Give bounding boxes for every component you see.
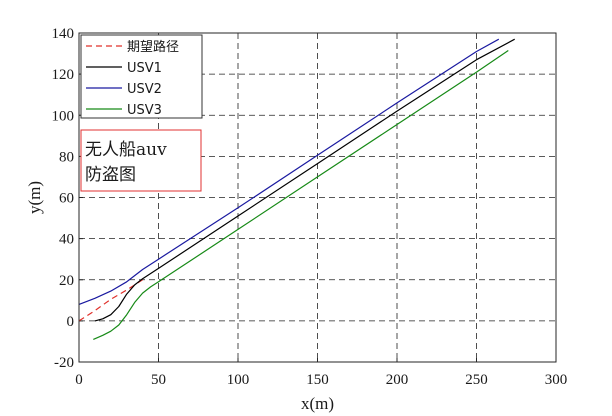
legend-label-2: USV2	[127, 82, 162, 97]
x-tick-label: 300	[545, 372, 568, 388]
annotation-line-2: 防盗图	[85, 165, 136, 185]
y-axis-title: y(m)	[25, 181, 44, 214]
y-tick-label: 140	[52, 26, 75, 42]
series-layer	[78, 38, 515, 340]
x-tick-label: 0	[75, 372, 83, 388]
x-tick-label: 250	[465, 372, 488, 388]
x-tick-label: 50	[151, 372, 166, 388]
series-line-3	[93, 50, 509, 340]
y-tick-label: 0	[67, 314, 75, 330]
y-tick-label: 100	[52, 108, 75, 124]
x-tick-label: 100	[227, 372, 250, 388]
plot-frame	[78, 32, 557, 363]
series-line-0	[78, 279, 143, 322]
legend-label-0: 期望路径	[127, 39, 179, 55]
y-tick-label: 120	[52, 67, 75, 83]
x-tick-labels: 0 50 100 150 200 250 300	[75, 372, 567, 388]
annotation: 无人船auv 防盗图	[80, 129, 202, 192]
annotation-box	[80, 129, 202, 192]
x-tick-label: 200	[386, 372, 409, 388]
legend: 期望路径 USV1 USV2 USV3	[80, 34, 203, 119]
y-tick-label: 40	[59, 232, 74, 248]
annotation-line-1: 无人船auv	[85, 140, 167, 160]
y-tick-label: 80	[59, 149, 74, 165]
legend-box	[80, 34, 203, 119]
x-tick-label: 150	[306, 372, 329, 388]
series-line-1	[94, 38, 515, 322]
y-tick-label: 20	[59, 273, 74, 289]
y-tick-labels: -20 0 20 40 60 80 100 120 140	[52, 26, 75, 371]
x-axis-title: x(m)	[301, 394, 334, 413]
y-tick-label: 60	[59, 191, 74, 207]
legend-label-3: USV3	[127, 103, 162, 118]
y-tick-label: -20	[54, 355, 74, 371]
legend-label-1: USV1	[127, 61, 162, 76]
series-line-2	[78, 38, 500, 305]
